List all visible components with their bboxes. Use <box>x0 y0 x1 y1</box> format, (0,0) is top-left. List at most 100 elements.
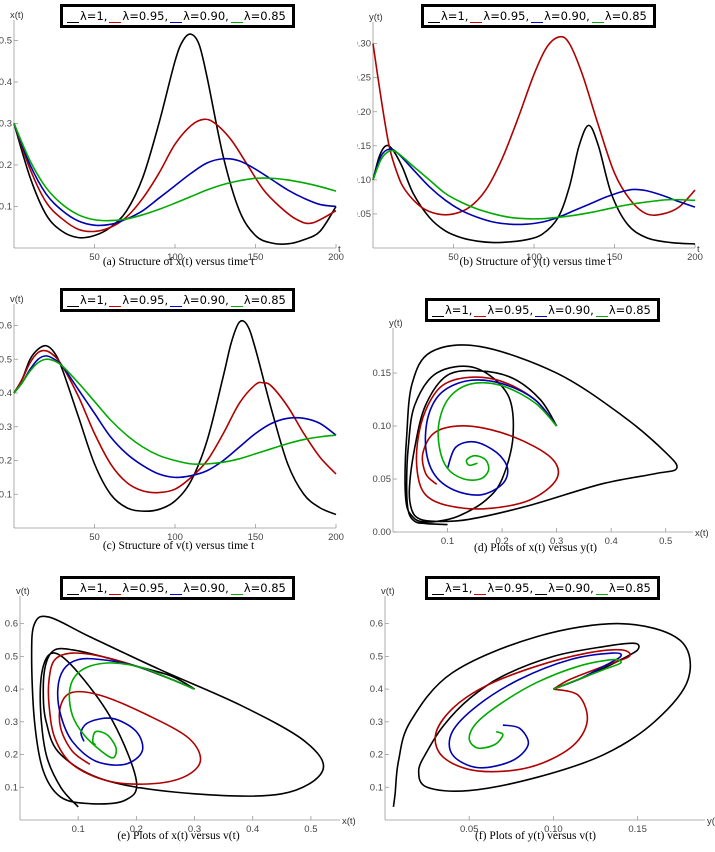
y-axis-label: y(t) <box>369 12 383 23</box>
legend-entry: λ=0.90, <box>170 9 229 23</box>
caption-e: (e) Plots of x(t) versus v(t) <box>117 830 240 842</box>
y-tick-label: 0.05 <box>357 209 371 220</box>
legend-swatch <box>474 306 487 317</box>
x-axis-label: x(t) <box>342 816 356 827</box>
chart-b: 50 100 150 200 0.05 0.10 0.15 0.20 0.25 0.30 y(t) t <box>357 12 703 263</box>
panel-b: λ=1, λ=0.95, λ=0.90, λ=0.85 50 100 150 200 0.05… <box>357 0 715 272</box>
legend-swatch <box>67 296 79 307</box>
series-line-l090 <box>13 123 337 227</box>
legend-swatch <box>474 584 487 595</box>
series-line-l100 <box>392 622 692 808</box>
legend-entry: λ=0.95, <box>474 303 533 317</box>
legend-b: λ=1, λ=0.95, λ=0.90, λ=0.85 <box>421 4 656 28</box>
legend-swatch <box>470 12 483 23</box>
caption-c: (c) Structure of v(t) versus time t <box>102 540 255 552</box>
legend-swatch <box>432 584 444 595</box>
series-line-l085 <box>468 658 622 750</box>
x-tick-label: 0.2 <box>130 824 143 834</box>
legend-swatch <box>432 306 444 317</box>
legend-swatch <box>170 296 183 307</box>
chart-e: 0.1 0.2 0.3 0.4 0.5 0.1 0.2 0.3 0.4 0.5 0.6 v(t) x(t… <box>5 586 356 834</box>
y-tick-label: 0.5 <box>0 354 12 365</box>
x-tick-label: 0.1 <box>72 824 85 834</box>
legend-swatch <box>109 584 122 595</box>
panel-e: λ=1, λ=0.95, λ=0.90, λ=0.85 0.1 0.2 0.3 0.4 0.5… <box>0 568 357 842</box>
legend-f: λ=1, λ=0.95, λ=0.90, λ=0.85 <box>425 576 660 600</box>
legend-entry: λ=1, <box>428 9 468 23</box>
legend-entry: λ=0.95, <box>109 293 168 307</box>
series-line-l100 <box>404 344 678 526</box>
caption-a: (a) Structure of x(t) versus time t <box>102 256 255 268</box>
chart-f: 0.05 0.10 0.15 0.1 0.2 0.3 0.4 0.5 0.6 v(t) y(t) <box>370 586 715 834</box>
y-tick-label: 0.1 <box>0 201 12 212</box>
chart-d: 0.1 0.2 0.3 0.4 0.5 0.00 0.05 0.10 0.15 y(t) x(t) <box>373 318 709 547</box>
legend-entry: λ=1, <box>432 581 472 595</box>
y-tick-label: 0.15 <box>357 141 371 152</box>
series-line-l095 <box>13 118 337 233</box>
y-tick-label: 0.3 <box>0 118 12 129</box>
y-tick-label: 0.5 <box>0 35 12 46</box>
x-tick-label: 0.4 <box>605 536 618 547</box>
legend-swatch <box>428 12 440 23</box>
legend-label: λ=0.85 <box>608 303 651 317</box>
legend-entry: λ=0.90, <box>170 581 229 595</box>
legend-entry: λ=1, <box>67 581 107 595</box>
x-axis-label: t <box>697 244 700 255</box>
y-tick-label: 0.00 <box>373 527 392 538</box>
y-tick-label: 0.10 <box>357 175 371 186</box>
series-line-l090 <box>448 652 623 769</box>
x-tick-label: 0.1 <box>441 536 454 547</box>
x-tick-label: 50 <box>89 252 100 263</box>
legend-label: λ=1, <box>80 581 108 595</box>
legend-label: λ=0.90, <box>183 293 229 307</box>
legend-label: λ=0.90, <box>183 9 229 23</box>
series-line-l100 <box>13 319 337 516</box>
legend-swatch <box>170 12 183 23</box>
y-tick-label: 0.30 <box>357 39 371 50</box>
y-tick-label: 0.6 <box>0 321 12 332</box>
series-line-l090 <box>13 355 337 479</box>
y-tick-label: 0.6 <box>370 619 383 630</box>
y-tick-label: 0.05 <box>373 474 392 485</box>
legend-label: λ=0.95, <box>122 9 169 23</box>
legend-swatch <box>535 306 548 317</box>
legend-entry: λ=0.90, <box>170 293 229 307</box>
legend-swatch <box>67 584 79 595</box>
legend-a: λ=1, λ=0.95, λ=0.90, λ=0.85 <box>60 4 295 28</box>
legend-label: λ=0.85 <box>604 9 647 23</box>
series-line-l085 <box>13 123 337 222</box>
y-tick-label: 0.10 <box>373 421 392 432</box>
x-axis-label: y(t) <box>707 816 715 827</box>
caption-d: (d) Plots of x(t) versus y(t) <box>474 542 597 554</box>
x-tick-label: 200 <box>328 532 344 543</box>
y-tick-label: 0.1 <box>370 782 383 793</box>
x-tick-label: 0.5 <box>304 824 317 834</box>
y-tick-label: 0.25 <box>357 73 371 84</box>
y-tick-label: 0.20 <box>357 107 371 118</box>
series-line-l090 <box>372 148 696 226</box>
legend-swatch <box>535 584 548 595</box>
legend-d: λ=1, λ=0.95, λ=0.90, λ=0.85 <box>425 298 660 322</box>
x-tick-label: 0.4 <box>246 824 259 834</box>
x-axis-label: x(t) <box>695 528 709 539</box>
y-tick-label: 0.3 <box>370 717 383 728</box>
y-tick-label: 0.2 <box>5 750 18 761</box>
x-tick-label: 150 <box>248 532 264 543</box>
legend-swatch <box>595 306 608 317</box>
legend-label: λ=0.90, <box>544 9 590 23</box>
y-tick-label: 0.4 <box>0 77 12 88</box>
panel-f: λ=1, λ=0.95, λ=0.90, λ=0.85 0.05 0.10 0.15 0.1… <box>357 568 715 842</box>
legend-label: λ=1, <box>441 9 469 23</box>
y-axis-label: v(t) <box>381 586 395 597</box>
legend-entry: λ=0.95, <box>109 581 168 595</box>
y-tick-label: 0.1 <box>0 489 12 500</box>
legend-swatch <box>230 584 243 595</box>
y-tick-label: 0.5 <box>370 651 383 662</box>
legend-e: λ=1, λ=0.95, λ=0.90, λ=0.85 <box>60 576 295 600</box>
legend-label: λ=0.85 <box>608 581 651 595</box>
legend-entry: λ=0.90, <box>531 9 590 23</box>
y-tick-label: 0.6 <box>5 619 18 630</box>
legend-entry: λ=0.85 <box>595 581 651 595</box>
legend-swatch <box>531 12 544 23</box>
series-line-l085 <box>437 381 558 482</box>
